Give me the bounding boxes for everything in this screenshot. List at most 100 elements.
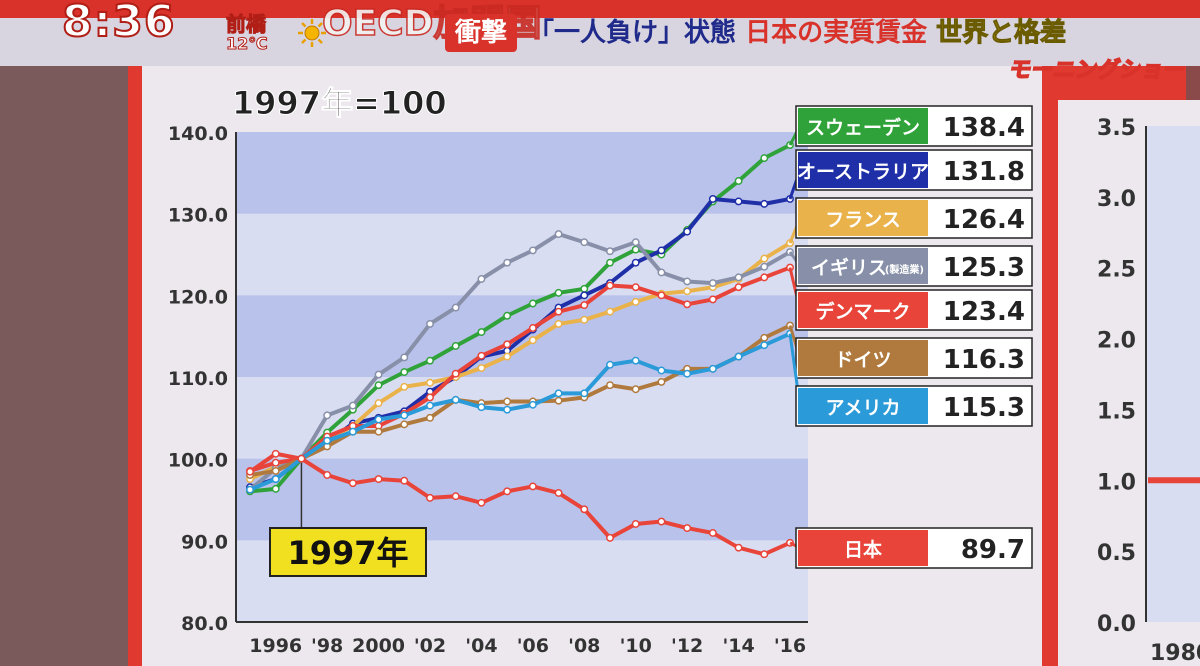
- series-point: [580, 284, 589, 293]
- series-point: [606, 360, 614, 369]
- series-point: [400, 420, 409, 429]
- legend-value: 89.7: [961, 535, 1025, 565]
- base-year-label: 1997年=100: [232, 84, 448, 123]
- series-point: [246, 485, 254, 494]
- series-point: [606, 381, 614, 390]
- series-point: [606, 281, 614, 290]
- series-point: [606, 533, 614, 542]
- series-line: [248, 232, 791, 492]
- series-point: [683, 227, 692, 236]
- series-point: [271, 484, 280, 493]
- legend-value: 125.3: [943, 253, 1025, 283]
- series-point: [580, 505, 589, 514]
- series-point: [503, 311, 512, 320]
- series-point: [683, 277, 692, 286]
- series-line: [249, 265, 791, 473]
- legend-swatch: [798, 152, 928, 188]
- series-point: [323, 471, 332, 479]
- legend-name: デンマーク: [815, 300, 910, 323]
- series-point: [760, 341, 769, 350]
- series-point: [503, 405, 512, 414]
- series-point: [760, 254, 769, 263]
- y-tick-label: 80.0: [181, 613, 228, 635]
- series-point: [708, 279, 717, 288]
- x-tick-label: '10: [620, 635, 652, 657]
- sun-icon: [298, 19, 326, 47]
- series-point: [760, 262, 769, 271]
- legend-entry: 日本 89.7: [795, 527, 1033, 569]
- legend-entry: スウェーデン 138.4: [795, 105, 1033, 147]
- clock: 8:36: [61, 0, 176, 48]
- weather-temp: 12℃: [226, 34, 269, 54]
- series-point: [734, 543, 743, 552]
- series-point: [631, 356, 640, 365]
- series-point: [400, 476, 409, 485]
- series-point: [708, 195, 717, 203]
- x-tick-label: '16: [774, 635, 806, 657]
- x-tick-label: '04: [465, 635, 497, 657]
- y-tick-label: 90.0: [181, 531, 228, 553]
- series-point: [708, 295, 717, 304]
- series-point: [760, 273, 769, 282]
- y-tick-label: 120.0: [168, 286, 228, 308]
- shock-tag: 衝撃: [445, 14, 518, 52]
- series-point: [606, 247, 614, 256]
- series-point: [451, 342, 460, 350]
- legend-swatch: [798, 200, 928, 236]
- series-point: [631, 520, 640, 528]
- legend-swatch: [798, 248, 928, 284]
- series-point: [400, 411, 409, 420]
- legend-value: 123.4: [943, 297, 1025, 327]
- series-point: [734, 197, 743, 206]
- legend-name: オーストラリア: [797, 161, 929, 183]
- legend-entry: オーストラリア 131.8: [795, 149, 1033, 191]
- right-y-tick-label: 0.5: [1097, 541, 1136, 566]
- series-point: [477, 351, 486, 360]
- series-point: [554, 288, 563, 297]
- series-point: [477, 498, 486, 507]
- series-point: [477, 328, 486, 337]
- background-left: [0, 60, 128, 666]
- y-tick-label: 110.0: [168, 368, 228, 390]
- series-line: [248, 451, 791, 557]
- series-point: [580, 238, 589, 247]
- legend-value: 126.4: [943, 205, 1025, 235]
- legend-name: アメリカ: [825, 397, 900, 419]
- series-point: [503, 352, 512, 361]
- series-point: [580, 301, 589, 310]
- series-point: [657, 377, 666, 386]
- series-point: [348, 479, 357, 488]
- series-point: [503, 487, 512, 496]
- series-point: [297, 454, 306, 463]
- right-y-tick-label: 0.0: [1097, 612, 1136, 637]
- legend-name: フランス: [825, 209, 901, 231]
- series-point: [246, 467, 254, 476]
- series-point: [760, 199, 769, 208]
- series-point: [580, 291, 589, 300]
- legend-entry: デンマーク 123.4: [795, 289, 1033, 331]
- series-point: [374, 370, 383, 379]
- series-point: [400, 382, 409, 391]
- series-point: [554, 389, 563, 398]
- series-point: [374, 427, 383, 436]
- series-point: [503, 340, 512, 349]
- series-line: [249, 323, 791, 477]
- series-point: [657, 246, 666, 255]
- x-tick-label: '14: [722, 635, 754, 657]
- plot-band: [236, 458, 808, 541]
- headline-part3: 世界と格差: [936, 18, 1067, 49]
- series-point: [374, 415, 383, 424]
- series-point: [528, 246, 537, 255]
- series-point: [631, 385, 640, 394]
- legend-swatch: [798, 292, 928, 328]
- series-point: [426, 493, 434, 502]
- legend-value: 138.4: [943, 113, 1025, 143]
- headline-part2: 日本の実質賃金: [745, 18, 928, 48]
- news-header: OECD加盟国 8:36 前橋 12℃ 衝撃 「一人負け」状態 日本の実質賃金 …: [0, 0, 1200, 84]
- legend-name: 日本: [844, 538, 882, 561]
- series-point: [760, 333, 769, 342]
- series-point: [580, 315, 589, 324]
- right-y-tick-label: 3.5: [1097, 116, 1136, 141]
- x-tick-label: '06: [517, 635, 549, 657]
